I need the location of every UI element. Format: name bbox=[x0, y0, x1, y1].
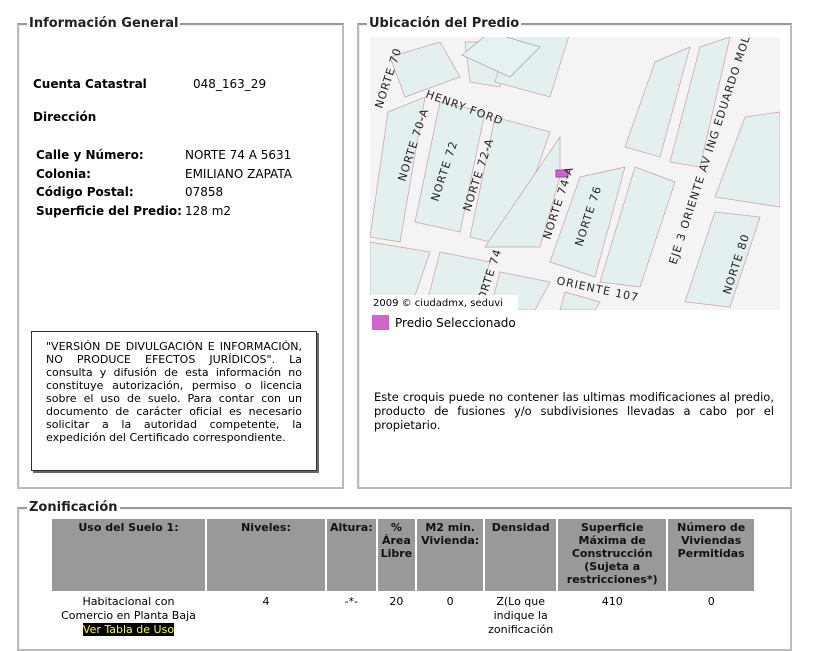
map-note: Este croquis puede no contener las ultim… bbox=[374, 390, 774, 432]
niveles-cell: 4 bbox=[262, 595, 270, 608]
field-row: Colonia: EMILIANO ZAPATA bbox=[36, 166, 292, 181]
ubicacion-panel: Ubicación del Predio bbox=[357, 16, 792, 489]
cuenta-value: 048_163_29 bbox=[193, 77, 267, 91]
col-header: Superficie Máxima de Construcción (Sujet… bbox=[558, 519, 667, 591]
col-header: M2 min. Vivienda: bbox=[417, 519, 484, 591]
densidad-cell: Z(Lo que indique la zonificación bbox=[488, 595, 554, 636]
uso-cell: Habitacional con Comercio en Planta Baja bbox=[61, 595, 196, 622]
col-header: Número de Viviendas Permitidas bbox=[668, 519, 755, 591]
area-libre-cell: 20 bbox=[389, 595, 404, 608]
field-row: Calle y Número: NORTE 74 A 5631 bbox=[36, 148, 292, 162]
disclaimer-box: "VERSIÓN DE DIVULGACIÓN E INFORMACIÓN, N… bbox=[31, 331, 317, 471]
col-header: Niveles: bbox=[207, 519, 325, 591]
legend-label: Predio Seleccionado bbox=[395, 316, 516, 330]
altura-cell: -*- bbox=[344, 595, 359, 608]
zonificacion-table: Uso del Suelo 1: Niveles: Altura: % Área… bbox=[50, 517, 756, 641]
panel-title: Zonificación bbox=[27, 500, 120, 515]
col-header: Densidad bbox=[485, 519, 557, 591]
map-copyright: 2009 © ciudadmx, seduvi bbox=[373, 298, 503, 309]
direccion-label: Dirección bbox=[33, 110, 97, 124]
cuenta-label: Cuenta Catastral bbox=[33, 77, 147, 91]
table-row: Habitacional con Comercio en Planta Baja… bbox=[52, 593, 754, 639]
location-map[interactable]: NORTE 70 HENRY FORD NORTE 70-A NORTE 72 … bbox=[370, 37, 780, 310]
col-header: % Área Libre bbox=[377, 519, 416, 591]
col-header: Altura: bbox=[327, 519, 376, 591]
m2-min-cell: 0 bbox=[446, 595, 454, 608]
viviendas-cell: 0 bbox=[707, 595, 715, 608]
panel-title: Ubicación del Predio bbox=[367, 16, 522, 31]
informacion-general-panel: Información General bbox=[17, 16, 344, 489]
col-header: Uso del Suelo 1: bbox=[52, 519, 205, 591]
panel-title: Información General bbox=[27, 16, 181, 31]
legend-swatch bbox=[372, 315, 389, 330]
selected-parcel[interactable] bbox=[555, 169, 569, 178]
field-row: Código Postal: 07858 bbox=[36, 185, 224, 199]
superficie-cell: 410 bbox=[601, 595, 623, 608]
field-row: Superficie del Predio: 128 m2 bbox=[36, 203, 232, 218]
